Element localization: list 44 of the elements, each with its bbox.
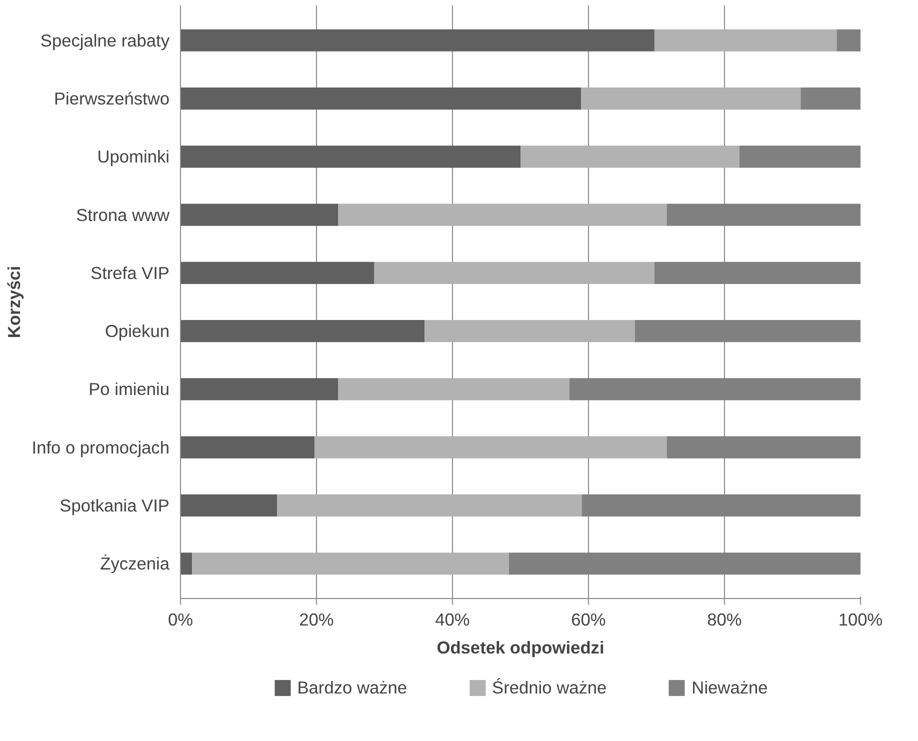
bar — [180, 262, 374, 284]
bar — [654, 29, 837, 52]
bar — [338, 204, 667, 226]
y-tick-label: Strona www — [76, 204, 170, 225]
bar — [180, 87, 582, 110]
legend-label: Średnio ważne — [492, 677, 607, 698]
bar — [180, 204, 338, 226]
bar — [338, 378, 570, 400]
y-tick-label: Info o promocjach — [32, 437, 170, 458]
bar — [581, 87, 801, 110]
y-tick-label: Strefa VIP — [90, 262, 170, 283]
bar — [180, 378, 338, 400]
y-tick-label: Upominki — [97, 146, 170, 167]
bar — [800, 87, 860, 110]
y-tick-label: Specjalne rabaty — [40, 30, 170, 50]
bar — [424, 320, 635, 342]
bar — [180, 29, 654, 52]
bar — [180, 146, 520, 168]
y-tick-label: Opiekun — [104, 321, 170, 342]
x-axis-title: Odsetek odpowiedzi — [436, 638, 604, 658]
bar — [374, 262, 654, 284]
y-tick-label: Pierwszeństwo — [54, 88, 170, 109]
bar — [180, 552, 192, 575]
bar — [180, 320, 425, 342]
bar — [180, 494, 278, 517]
y-axis-title: Korzyści — [4, 266, 24, 338]
bar — [520, 146, 740, 168]
bar — [180, 436, 314, 458]
y-tick-label: Spotkania VIP — [60, 495, 170, 516]
x-tick-label: 20% — [299, 610, 334, 630]
bar — [836, 29, 860, 52]
legend-label: Nieważne — [692, 677, 768, 698]
bar — [277, 494, 582, 517]
x-tick-label: 40% — [435, 610, 470, 630]
bar — [739, 146, 860, 168]
x-tick-label: 80% — [707, 610, 742, 630]
legend-label: Bardzo ważne — [297, 677, 408, 698]
y-tick-label: Życzenia — [100, 554, 170, 574]
x-tick-label: 100% — [838, 610, 883, 630]
x-tick-label: 0% — [168, 610, 194, 630]
x-tick-label: 60% — [571, 610, 606, 630]
bar — [314, 436, 667, 458]
bar — [192, 552, 509, 575]
y-tick-label: Po imieniu — [88, 379, 170, 400]
